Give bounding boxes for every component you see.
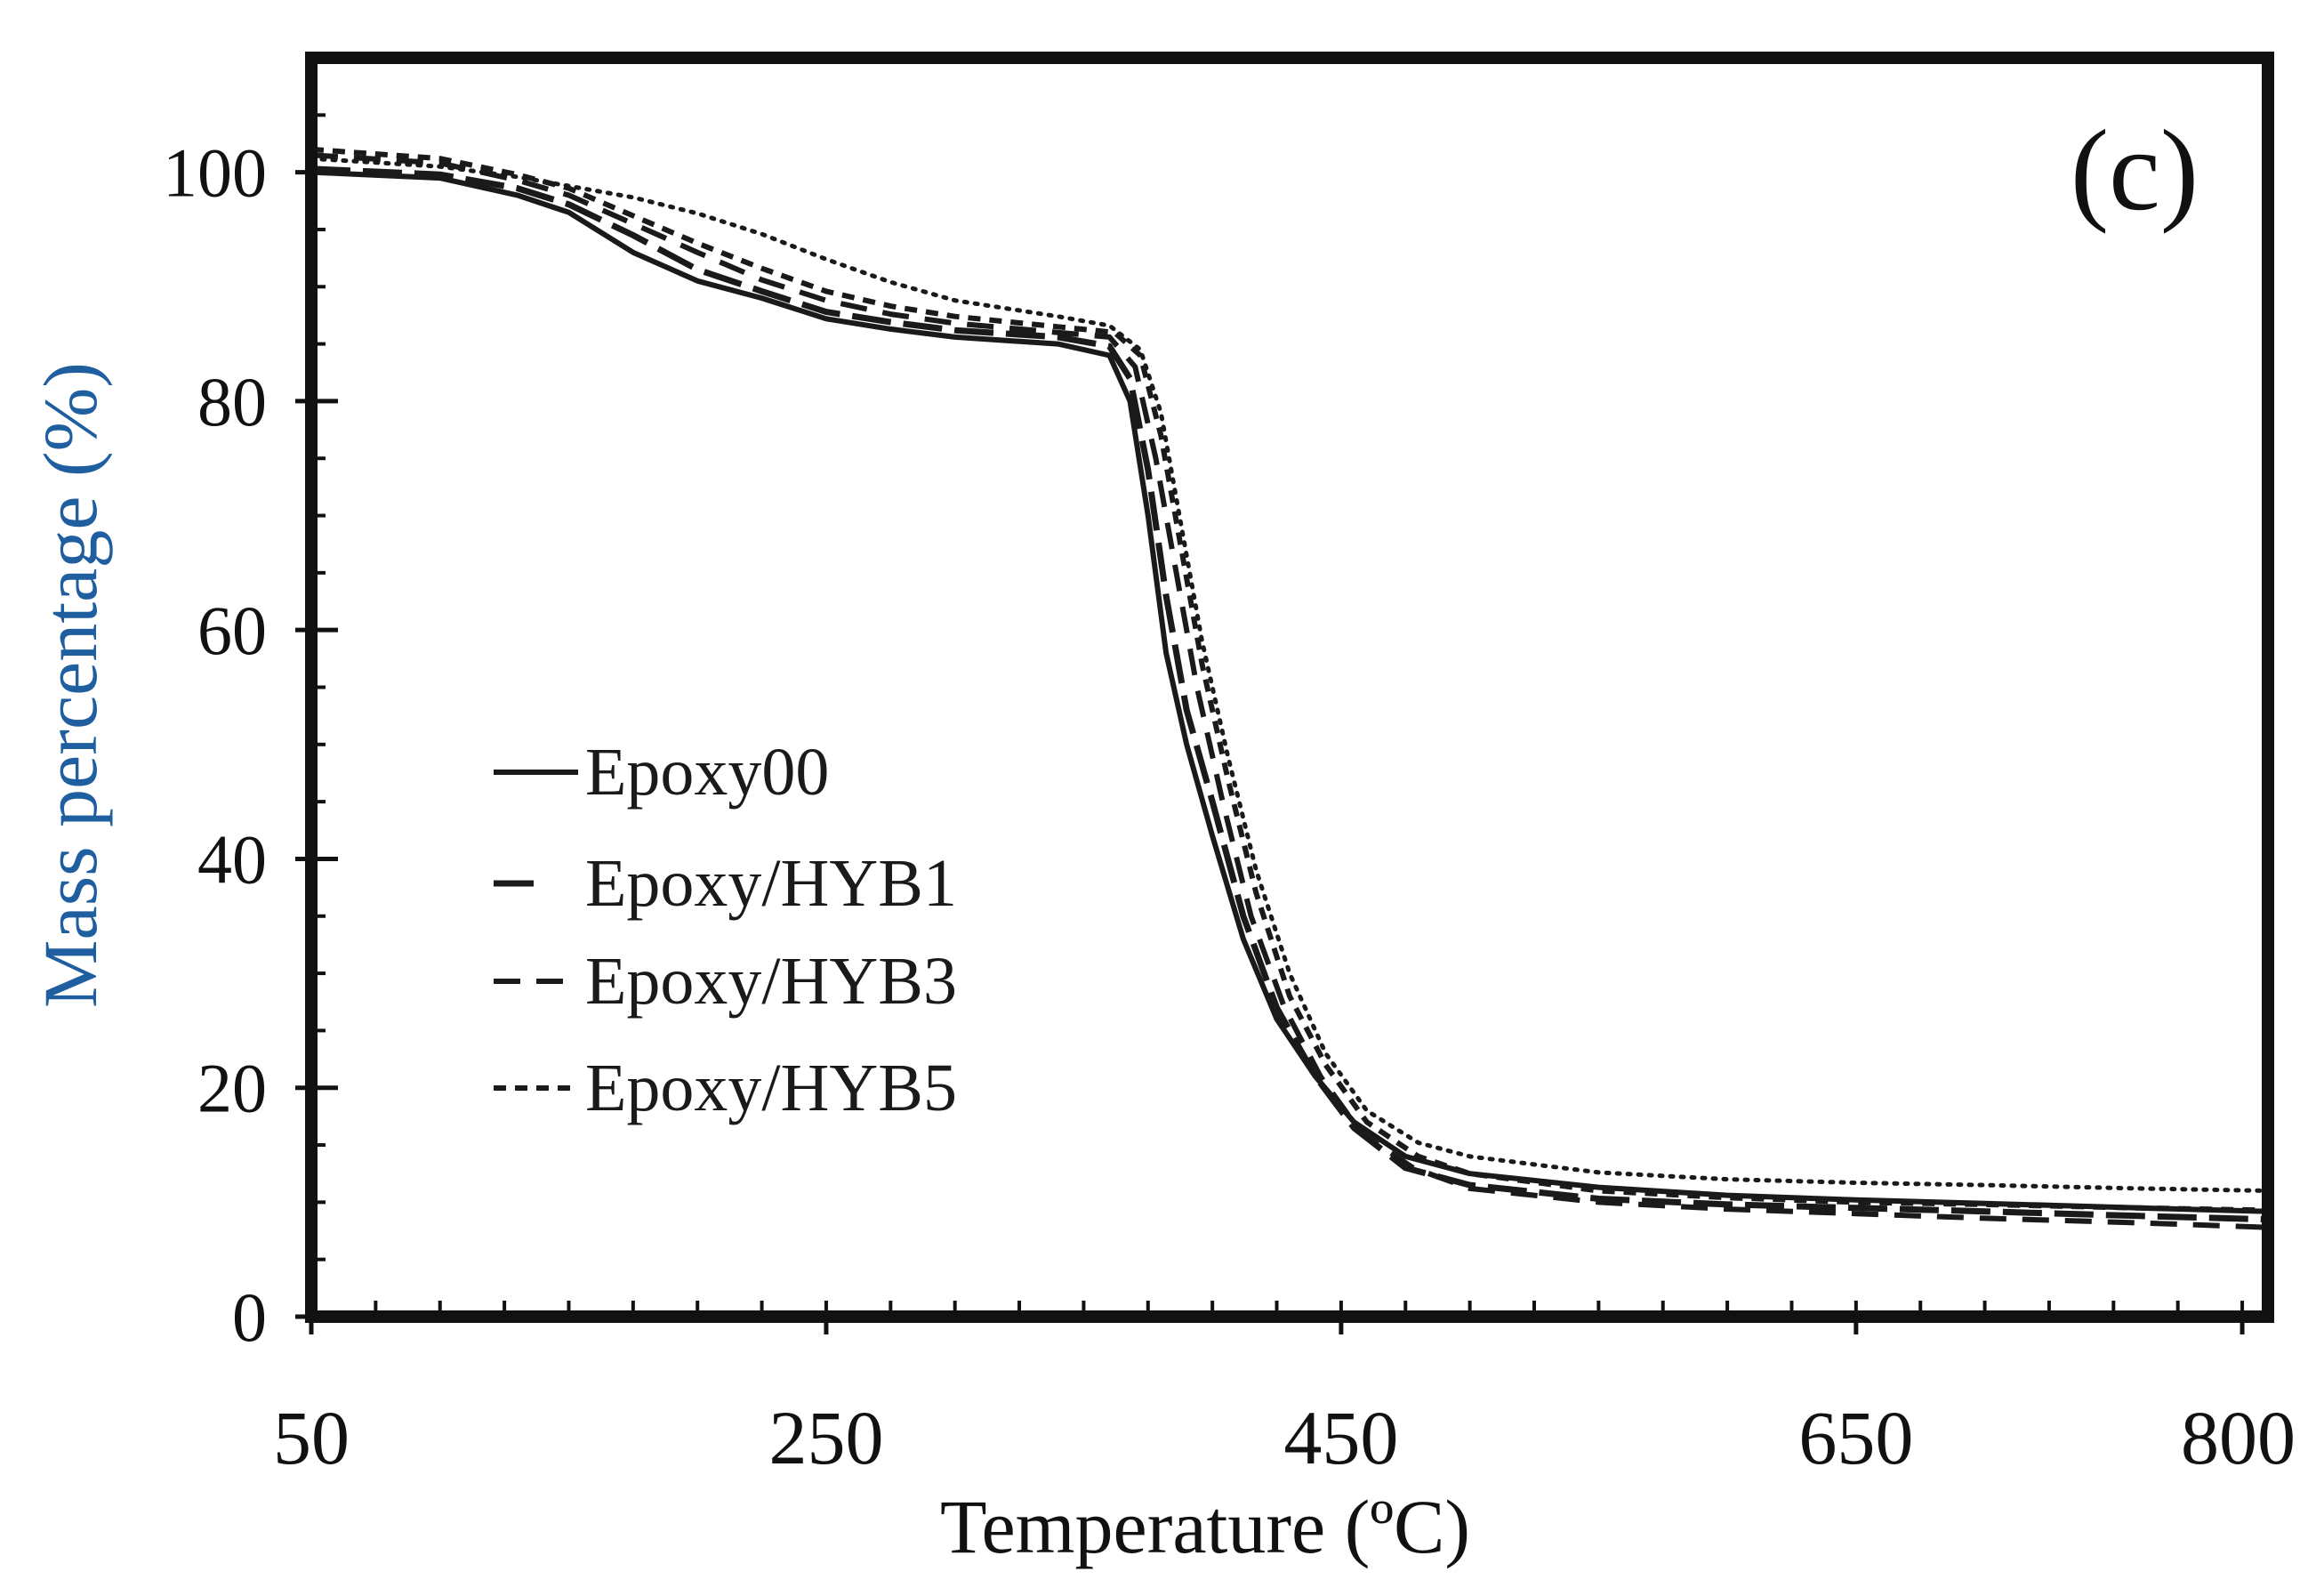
y-tick-label: 100 <box>163 134 267 212</box>
legend: Epoxy00 Epoxy/HYB1 Epoxy/HYB3 Epoxy/HYB5 <box>494 735 957 1125</box>
legend-label-epoxy-hyb1: Epoxy/HYB1 <box>585 846 957 921</box>
y-tick-label: 60 <box>197 592 267 669</box>
series-line-unlabeled-4 <box>309 156 2271 1193</box>
x-tick-label: 50 <box>273 1395 350 1480</box>
x-axis-label: Temperature (ºC) <box>940 1484 1470 1569</box>
data-series <box>309 146 2271 1230</box>
series-line-epoxy-hyb3 <box>310 152 2269 1230</box>
y-tick-label: 0 <box>232 1278 267 1356</box>
legend-label-epoxy-hyb3: Epoxy/HYB3 <box>585 944 957 1019</box>
tick-labels: 0 20 40 60 80 100 50 250 450 650 800 <box>163 134 2296 1480</box>
legend-label-epoxy00: Epoxy00 <box>585 735 829 810</box>
panel-label: (c) <box>2071 107 2199 235</box>
y-tick-label: 80 <box>197 363 267 440</box>
series-line-epoxy-hyb1 <box>310 165 2269 1223</box>
x-tick-label: 800 <box>2181 1395 2296 1480</box>
axis-ticks <box>295 113 2245 1334</box>
x-tick-label: 650 <box>1798 1395 1913 1480</box>
y-tick-label: 20 <box>197 1050 267 1127</box>
plot-frame <box>305 52 2274 1323</box>
y-axis-label: Mass percentage (%) <box>28 362 113 1008</box>
y-tick-label: 40 <box>197 820 267 898</box>
x-tick-label: 250 <box>768 1395 883 1480</box>
x-tick-label: 450 <box>1283 1395 1398 1480</box>
series-line-epoxy00 <box>310 169 2269 1214</box>
legend-label-epoxy-hyb5: Epoxy/HYB5 <box>585 1051 957 1125</box>
